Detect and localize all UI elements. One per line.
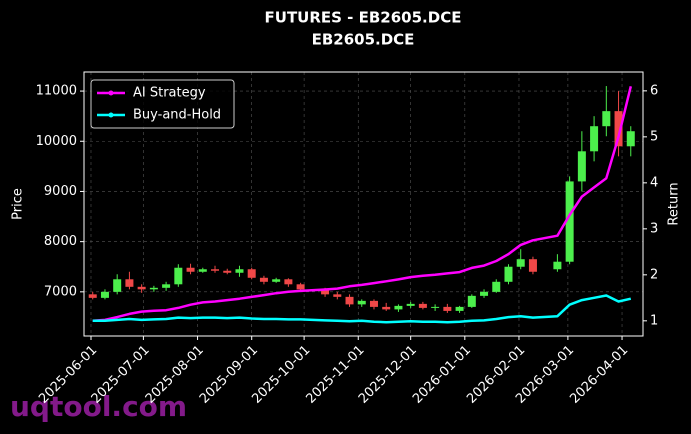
legend-box [90,79,235,129]
y2-tick-label: 3 [650,221,658,236]
candle-body [186,267,195,272]
candle-body [345,296,354,305]
y2-tick-label: 4 [650,175,658,190]
legend-label: Buy-and-Hold [133,108,221,123]
candle-body [174,267,183,285]
candle-body [369,300,378,307]
watermark: uqtool.com [10,390,187,423]
candle-body [504,266,513,282]
return-line [92,294,632,324]
y-tick-label: 10000 [36,134,77,149]
y-tick-label: 11000 [36,84,77,99]
candle-body [272,279,281,282]
y2-axis-label: Return [667,182,682,225]
candle-body [88,294,97,298]
candle-body [259,277,268,282]
candle-body [284,279,293,285]
candle-body [137,286,146,290]
candle-body [602,111,611,127]
candle-body [577,151,586,182]
candle-body [235,269,244,273]
y-tick-label: 8000 [44,234,77,249]
chart-title: FUTURES - EB2605.DCE [265,9,462,27]
candle-body [443,306,452,311]
candle-body [528,259,537,272]
return-line [92,86,633,323]
candle-body [590,126,599,152]
candle-body [614,111,623,147]
candle-body [100,291,109,298]
candle-body [247,269,256,278]
candle-body [516,259,525,267]
y2-tick-label: 5 [650,129,658,144]
plot-frame [83,71,644,337]
candle-body [455,306,464,311]
candle-body [480,291,489,296]
y-axis-label: Price [11,188,26,220]
candle-body [553,261,562,270]
candle-body [211,269,220,271]
candle-body [357,300,366,305]
chart-subtitle: EB2605.DCE [312,31,415,49]
y-tick-label: 7000 [44,284,77,299]
candle-body [125,279,134,287]
y2-tick-label: 1 [650,313,658,328]
y-tick-label: 9000 [44,184,77,199]
candle-body [394,305,403,310]
candle-body [418,303,427,308]
candle-body [162,284,171,288]
candle-body [382,306,391,310]
candle-body [467,295,476,307]
candle-body [492,281,501,292]
candle-body [113,279,122,292]
candle-body [565,181,574,262]
legend-label: AI Strategy [133,86,206,101]
candle-body [296,284,305,290]
legend-marker [108,90,114,96]
legend-marker [108,112,114,118]
candle-body [149,287,158,290]
y2-tick-label: 2 [650,267,658,282]
candle-body [198,269,207,272]
candle-body [406,303,415,306]
candle-body [223,270,232,273]
candle-body [321,289,330,295]
candle-body [333,294,342,297]
candle-body [431,306,440,308]
candle-body [626,131,635,147]
y2-tick-label: 6 [650,83,658,98]
